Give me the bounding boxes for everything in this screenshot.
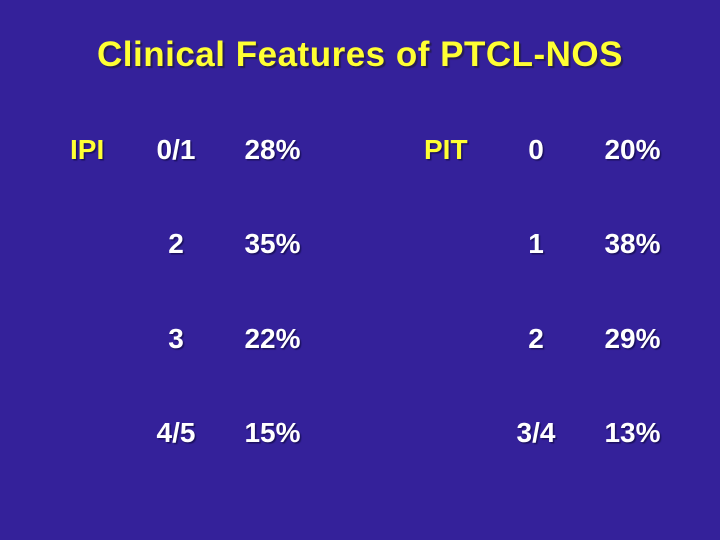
table-row: 2 35% [130,227,301,261]
pit-percentage: 29% [604,323,661,354]
pit-percentage: 38% [604,228,661,259]
pit-score: 1 [528,228,544,259]
table-row: 0/1 28% [130,133,301,167]
ipi-score: 0/1 [156,134,196,165]
pit-score: 0 [528,134,544,165]
ipi-score: 2 [168,228,184,259]
pit-score: 3/4 [516,417,556,448]
pit-percentage: 20% [604,134,661,165]
ipi-percentage: 28% [244,134,301,165]
ipi-percentage: 35% [244,228,301,259]
table-row: 2 29% [490,322,661,356]
ipi-percentage: 15% [244,417,301,448]
ipi-score: 3 [168,323,184,354]
pit-score: 2 [528,323,544,354]
table-row: 3 22% [130,322,301,356]
table-row: 1 38% [490,227,661,261]
table-row: 4/5 15% [130,416,301,450]
pit-table-label: PIT [424,134,468,165]
table-row: 3/4 13% [490,416,661,450]
page-title: Clinical Features of PTCL-NOS [97,35,623,74]
table-row: 0 20% [490,133,661,167]
pit-percentage: 13% [604,417,661,448]
ipi-score: 4/5 [156,417,196,448]
ipi-table-label: IPI [70,134,105,165]
ipi-percentage: 22% [244,323,301,354]
